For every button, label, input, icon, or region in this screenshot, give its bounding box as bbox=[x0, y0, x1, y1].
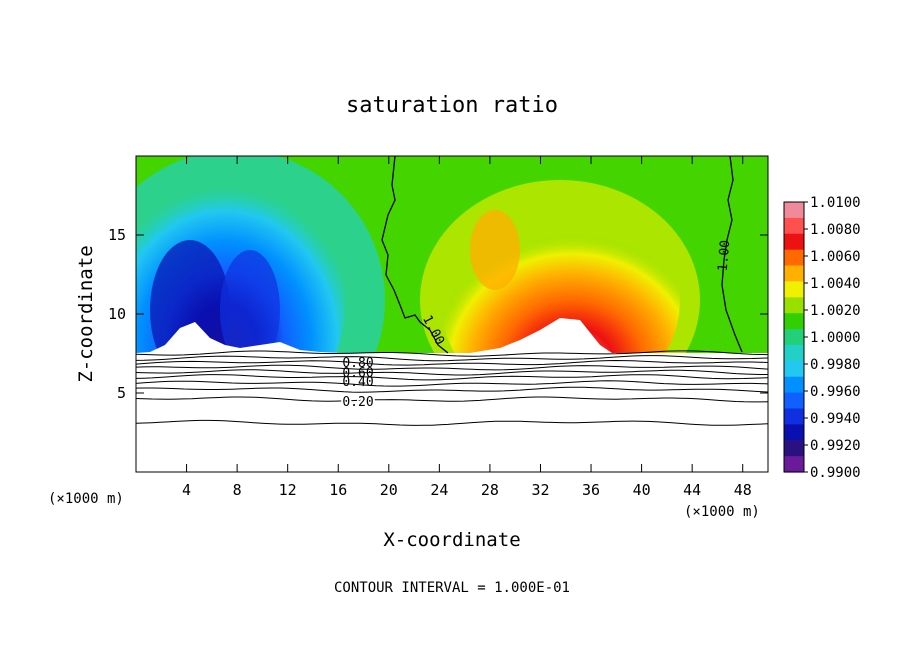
y-tick-label: 5 bbox=[117, 384, 126, 402]
colorbar-swatch bbox=[784, 408, 804, 425]
moist-plume bbox=[470, 210, 520, 290]
east-cloud-mask bbox=[470, 318, 612, 353]
dry-region-core-1 bbox=[150, 240, 230, 353]
west-terrain-mask bbox=[136, 322, 340, 353]
chart-title: saturation ratio bbox=[346, 93, 558, 118]
colorbar-swatch bbox=[784, 424, 804, 441]
colorbar-swatch bbox=[784, 360, 804, 378]
contour-label: 1.00 bbox=[716, 239, 734, 272]
colorbar-swatch bbox=[784, 440, 804, 457]
contour-1.00-east bbox=[721, 155, 743, 353]
colorbar-swatch bbox=[784, 281, 804, 298]
contour-label: 0.80 bbox=[342, 356, 373, 371]
x-tick-label: 8 bbox=[233, 481, 242, 499]
x-tick-label: 4 bbox=[182, 481, 191, 499]
colorbar-label: 1.0060 bbox=[810, 249, 861, 265]
colorbar-label: 1.0080 bbox=[810, 222, 861, 238]
y-axis-label: Z-coordinate bbox=[75, 245, 97, 382]
x-tick-label: 12 bbox=[279, 481, 297, 499]
contour-line bbox=[135, 419, 769, 426]
contour-label: 0.60 bbox=[342, 366, 373, 381]
x-tick-label: 44 bbox=[683, 481, 701, 499]
colorbar-swatch bbox=[784, 249, 804, 267]
colorbar-swatch bbox=[784, 376, 804, 394]
y-axis: 5 10 15 bbox=[108, 226, 768, 402]
contour-line bbox=[135, 374, 769, 381]
x-tick-label: 32 bbox=[531, 481, 549, 499]
colorbar-swatch bbox=[784, 217, 804, 235]
contour-line bbox=[135, 386, 769, 393]
colorbar-swatch bbox=[784, 329, 804, 346]
colorbar-swatch bbox=[784, 265, 804, 283]
x-tick-label: 40 bbox=[633, 481, 651, 499]
contour-line bbox=[135, 396, 769, 403]
x-tick-label: 48 bbox=[734, 481, 752, 499]
y-tick-label: 15 bbox=[108, 226, 126, 244]
x-tick-label: 24 bbox=[430, 481, 448, 499]
contour-line bbox=[135, 359, 769, 366]
colorbar-label: 1.0040 bbox=[810, 276, 861, 292]
contour-1.00-west bbox=[381, 155, 449, 354]
x-tick-label: 28 bbox=[481, 481, 499, 499]
colorbar-label: 0.9940 bbox=[810, 411, 861, 427]
contour-line bbox=[135, 369, 768, 376]
contour-label: 0.40 bbox=[342, 375, 373, 390]
x-tick-label: 20 bbox=[380, 481, 398, 499]
colorbar-label: 0.9960 bbox=[810, 384, 861, 400]
contour-line bbox=[135, 355, 769, 362]
x-axis-label: X-coordinate bbox=[383, 529, 520, 551]
y-tick-label: 10 bbox=[108, 305, 126, 323]
contour-label: 0.20 bbox=[342, 395, 373, 410]
colorbar-swatch bbox=[784, 313, 804, 330]
colorbar-label: 1.0100 bbox=[810, 195, 861, 211]
contour-line bbox=[135, 350, 769, 357]
x-unit-label-right: (×1000 m) bbox=[684, 504, 760, 520]
colorbar-swatch bbox=[784, 202, 804, 219]
colorbar-label: 1.0000 bbox=[810, 330, 861, 346]
colorbar-label: 0.9980 bbox=[810, 357, 861, 373]
colorbar-label: 0.9900 bbox=[810, 465, 861, 481]
dry-region-core-2 bbox=[220, 250, 280, 353]
colorbar-swatch bbox=[784, 392, 804, 410]
colorbar-swatch bbox=[784, 456, 804, 473]
x-unit-label-left: (×1000 m) bbox=[48, 491, 124, 507]
x-axis: 4 8 12 16 20 24 28 32 36 40 44 48 bbox=[182, 156, 752, 499]
colorbar-swatch bbox=[784, 297, 804, 314]
colorbar-label: 0.9920 bbox=[810, 438, 861, 454]
contour-line bbox=[135, 380, 769, 387]
colorbar-swatch bbox=[784, 233, 804, 251]
colorbar-swatch bbox=[784, 344, 804, 362]
colorbar-label: 1.0020 bbox=[810, 303, 861, 319]
lower-region bbox=[136, 353, 768, 472]
x-tick-label: 36 bbox=[582, 481, 600, 499]
saturation-field bbox=[136, 156, 768, 353]
contour-lines bbox=[135, 350, 769, 426]
x-tick-label: 16 bbox=[329, 481, 347, 499]
contour-label-group: 0.80 0.60 0.40 0.20 1.00 1.00 bbox=[340, 239, 734, 412]
contour-interval-note: CONTOUR INTERVAL = 1.000E-01 bbox=[334, 580, 570, 596]
contour-line bbox=[135, 364, 769, 371]
colorbar: 1.0100 1.0080 1.0060 1.0040 1.0020 1.0000 0.99… bbox=[783, 195, 861, 481]
